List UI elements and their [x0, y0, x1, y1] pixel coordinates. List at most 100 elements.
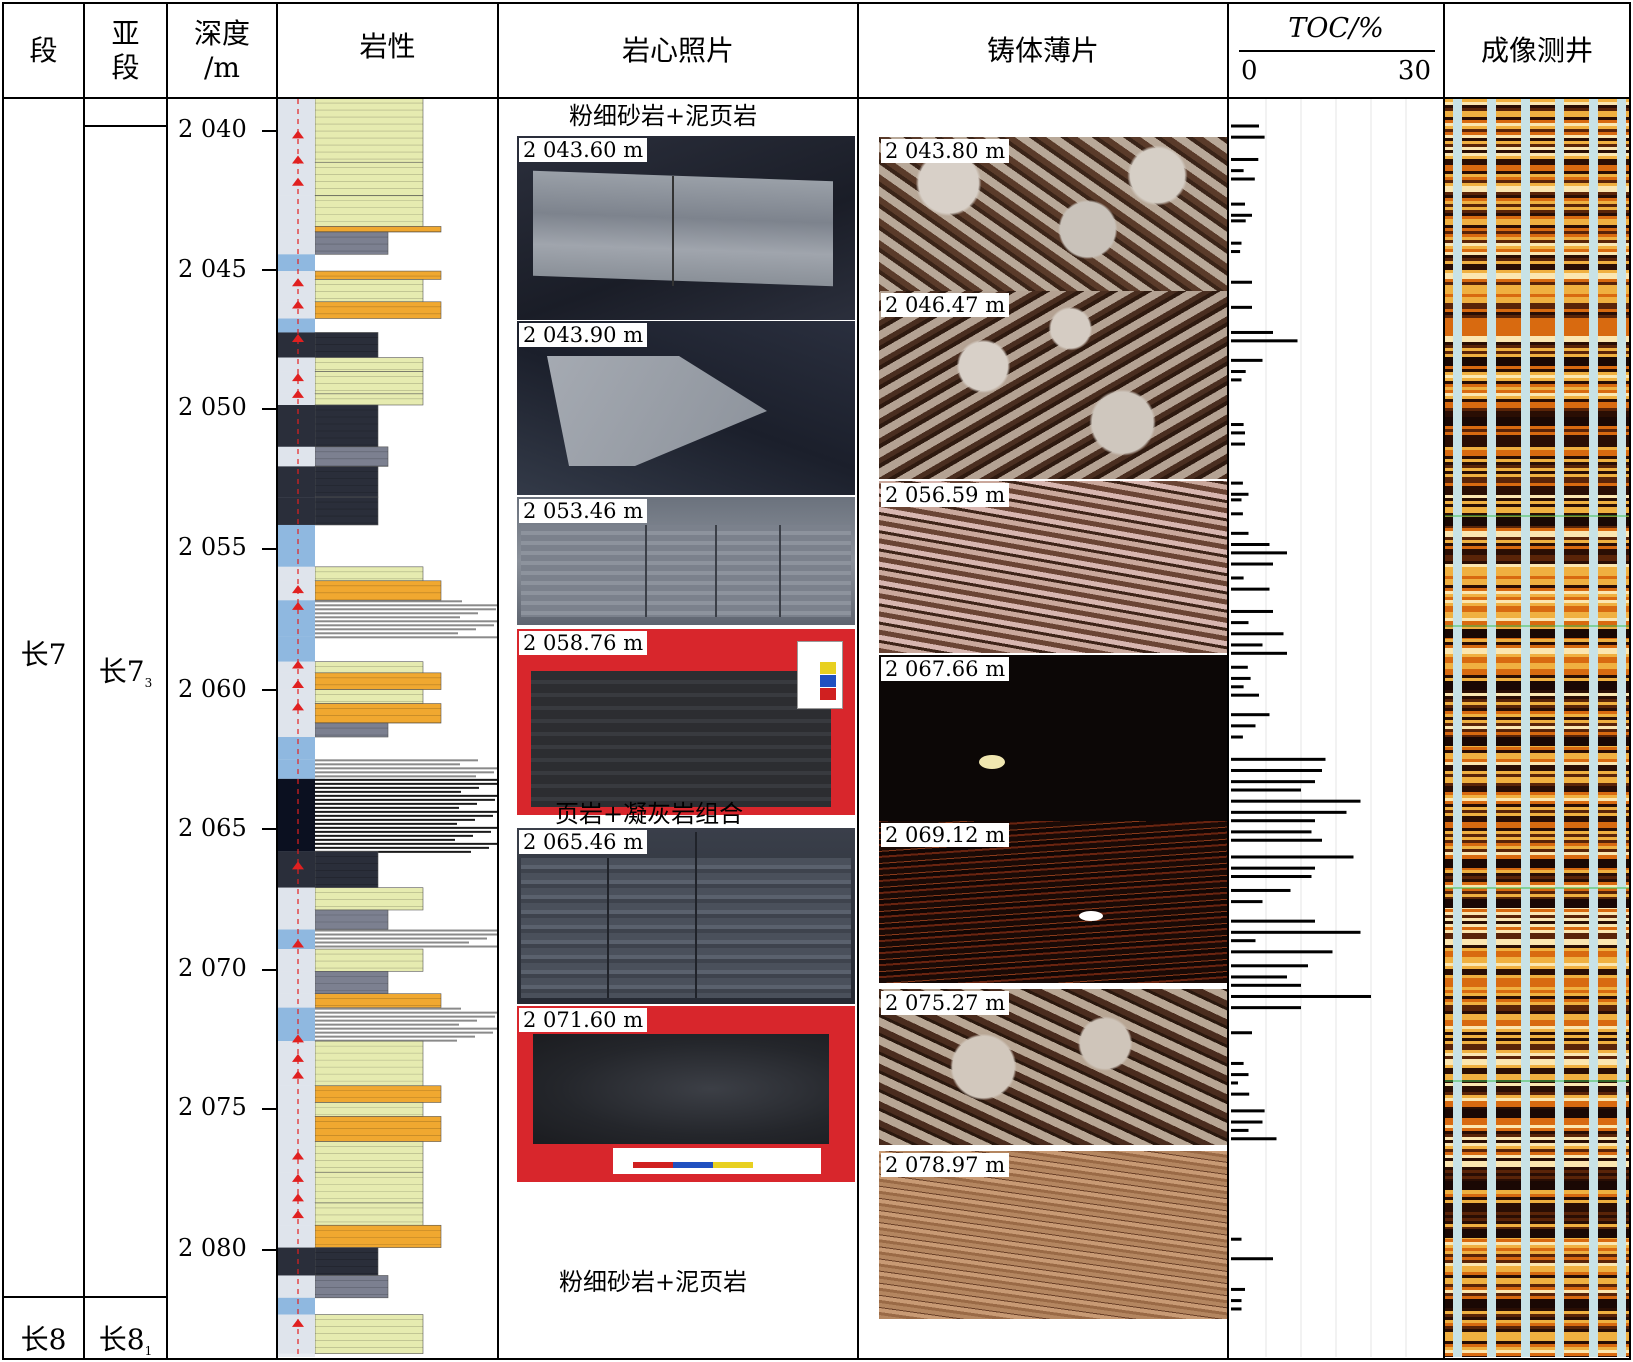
imaging-band [1445, 783, 1629, 786]
litho-bed [314, 270, 442, 280]
imaging-band [1445, 951, 1629, 954]
imaging-band [1445, 231, 1629, 234]
litho-left-block [278, 929, 315, 950]
litho-lamina [315, 933, 497, 936]
imaging-band [1445, 1167, 1629, 1170]
depth-tick [262, 969, 276, 971]
imaging-band [1445, 1101, 1629, 1104]
depth-label: 2 055 [178, 533, 247, 561]
imaging-band [1445, 396, 1629, 399]
imaging-band [1445, 495, 1629, 498]
imaging-band [1445, 1314, 1629, 1317]
litho-lamina [315, 834, 473, 837]
imaging-band [1445, 102, 1629, 105]
toc-bar [1231, 888, 1291, 892]
imaging-band [1445, 1011, 1629, 1014]
litho-lamina [315, 1007, 461, 1010]
core-crack-3c [779, 525, 781, 617]
imaging-band [1445, 123, 1629, 126]
toc-bar [1231, 632, 1284, 636]
imaging-band [1445, 504, 1629, 507]
toc-bar [1231, 788, 1301, 792]
imaging-band [1445, 1341, 1629, 1344]
thin-depth-label: 2 069.12 m [881, 823, 1010, 847]
litho-left-block [278, 1297, 315, 1315]
litho-left-block [278, 759, 315, 779]
toc-bar [1231, 531, 1249, 535]
imaging-band [1445, 111, 1629, 114]
imaging-band [1445, 447, 1629, 450]
imaging-band [1445, 1329, 1629, 1332]
header-thin-section: 铸体薄片 [859, 4, 1227, 97]
thin-section-7: 2 078.97 m [879, 1151, 1227, 1319]
imaging-band [1445, 912, 1629, 915]
imaging-band [1445, 165, 1629, 168]
header-depth-line2: /m [204, 50, 240, 84]
imaging-band [1445, 1047, 1629, 1050]
thin-depth-label: 2 046.47 m [881, 293, 1010, 317]
imaging-band [1445, 924, 1629, 927]
litho-bed [314, 446, 389, 467]
imaging-band [1445, 810, 1629, 813]
imaging-band [1445, 1275, 1629, 1278]
thin-section-2: 2 046.47 m [879, 291, 1227, 479]
toc-bar [1231, 169, 1244, 173]
imaging-band [1445, 564, 1629, 567]
header-imaging: 成像测井 [1445, 4, 1629, 97]
imaging-band [1445, 144, 1629, 147]
imaging-band [1445, 558, 1629, 561]
imaging-band [1445, 909, 1629, 912]
imaging-band [1445, 1206, 1629, 1209]
imaging-band [1445, 972, 1629, 975]
imaging-band [1445, 768, 1629, 771]
imaging-band [1445, 336, 1629, 339]
imaging-dark-band [1445, 629, 1629, 638]
imaging-band [1445, 1209, 1629, 1212]
litho-left-block [278, 971, 315, 994]
toc-bar [1231, 423, 1244, 427]
frame-bottom [2, 1358, 1630, 1360]
imaging-band [1445, 702, 1629, 705]
imaging-band [1445, 591, 1629, 594]
scale-seg-blue [673, 1162, 713, 1168]
imaging-dark-band [1445, 1181, 1629, 1190]
imaging-band [1445, 948, 1629, 951]
litho-marker-triangle [292, 373, 304, 382]
imaging-band [1445, 1293, 1629, 1296]
imaging-band [1445, 846, 1629, 849]
litho-marker-triangle [292, 300, 304, 309]
imaging-band [1445, 723, 1629, 726]
depth-tick [262, 1249, 276, 1251]
toc-chart [1231, 99, 1407, 1357]
imaging-band [1445, 939, 1629, 942]
litho-left-block [278, 737, 315, 760]
toc-bar [1231, 676, 1251, 680]
imaging-band [1445, 528, 1629, 531]
imaging-band [1445, 1296, 1629, 1299]
litho-lamina [315, 620, 497, 623]
toc-bar [1231, 492, 1249, 496]
imaging-dark-band [1445, 681, 1629, 690]
imaging-band [1445, 759, 1629, 762]
litho-lamina [315, 818, 475, 821]
imaging-band [1445, 225, 1629, 228]
frame-right [1629, 2, 1631, 1360]
col-divider-1 [83, 2, 85, 1360]
imaging-band [1445, 732, 1629, 735]
litho-marker-triangle [292, 334, 304, 343]
imaging-band [1445, 468, 1629, 471]
thin-depth-label: 2 067.66 m [881, 657, 1010, 681]
imaging-band [1445, 600, 1629, 603]
frame-left [2, 2, 4, 1360]
litho-bed [314, 1040, 424, 1087]
imaging-band [1445, 1173, 1629, 1176]
imaging-band [1445, 237, 1629, 240]
imaging-band [1445, 714, 1629, 717]
toc-bar [1231, 838, 1322, 842]
imaging-band [1445, 891, 1629, 894]
toc-bar [1231, 219, 1246, 223]
litho-left-block [278, 232, 315, 255]
litho-bed [314, 404, 379, 448]
litho-left-block [278, 254, 315, 272]
imaging-band [1445, 333, 1629, 336]
